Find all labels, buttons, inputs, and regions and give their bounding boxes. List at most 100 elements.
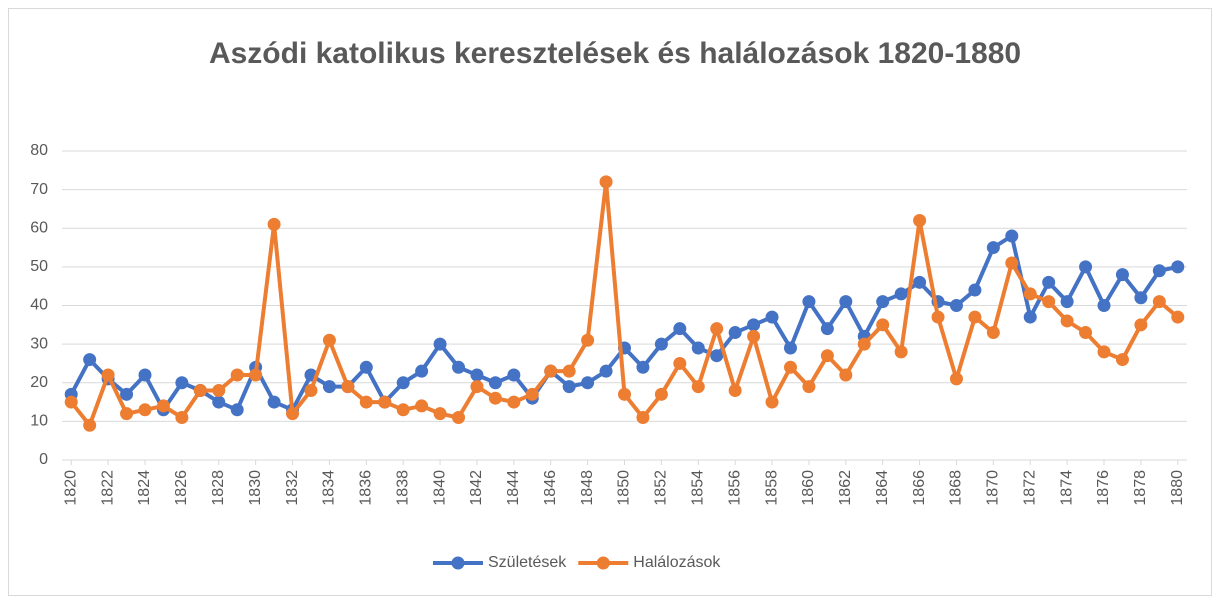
x-tick-label: 1830 [247, 470, 264, 506]
point [1097, 345, 1111, 359]
x-tick-label: 1852 [653, 470, 670, 506]
point [820, 349, 834, 363]
point [1134, 318, 1148, 332]
legend-label: Halálozások [633, 554, 721, 571]
point [599, 175, 613, 189]
point [1042, 295, 1056, 309]
x-tick-label: 1862 [837, 470, 854, 506]
point [728, 326, 742, 340]
point [691, 341, 705, 355]
x-tick-label: 1838 [394, 470, 411, 506]
y-tick-label: 50 [30, 258, 48, 275]
point [710, 349, 724, 363]
y-tick-label: 60 [30, 219, 48, 236]
point [765, 395, 779, 409]
point [507, 368, 521, 382]
point [1023, 310, 1037, 324]
point [820, 322, 834, 336]
y-tick-label: 30 [30, 335, 48, 352]
point [322, 380, 336, 394]
chart-title: Aszódi katolikus keresztelések és halálo… [209, 37, 1021, 70]
point [415, 399, 429, 413]
x-tick-label: 1832 [284, 470, 301, 506]
point [212, 395, 226, 409]
point [1171, 260, 1185, 274]
point [562, 380, 576, 394]
point [433, 337, 447, 351]
point [396, 403, 410, 417]
point [1060, 314, 1074, 328]
point [986, 241, 1000, 255]
point [120, 407, 134, 421]
point [507, 395, 521, 409]
point [949, 372, 963, 386]
point [322, 333, 336, 347]
x-tick-label: 1856 [726, 470, 743, 506]
point [581, 376, 595, 390]
point [581, 333, 595, 347]
y-tick-label: 10 [30, 413, 48, 430]
legend-marker [596, 556, 610, 570]
point [193, 383, 207, 397]
point [765, 310, 779, 324]
x-tick-label: 1878 [1132, 470, 1149, 506]
point [1152, 295, 1166, 309]
point [673, 356, 687, 370]
x-tick-label: 1860 [800, 470, 817, 506]
y-tick-label: 80 [30, 142, 48, 159]
point [212, 383, 226, 397]
x-tick-label: 1868 [948, 470, 965, 506]
point [931, 310, 945, 324]
point [802, 380, 816, 394]
point [488, 376, 502, 390]
x-tick-label: 1876 [1095, 470, 1112, 506]
point [415, 364, 429, 378]
point [802, 295, 816, 309]
point [175, 376, 189, 390]
point [83, 418, 97, 432]
point [470, 368, 484, 382]
point [876, 295, 890, 309]
point [470, 380, 484, 394]
point [599, 364, 613, 378]
point [1152, 264, 1166, 278]
point [673, 322, 687, 336]
point [452, 360, 466, 374]
point [304, 383, 318, 397]
point [913, 275, 927, 289]
point [359, 395, 373, 409]
x-tick-label: 1850 [616, 470, 633, 506]
point [618, 387, 631, 401]
point [1115, 353, 1129, 367]
point [267, 217, 281, 231]
y-tick-label: 40 [30, 297, 48, 314]
point [562, 364, 576, 378]
point [636, 360, 650, 374]
x-tick-label: 1858 [763, 470, 780, 506]
point [1134, 291, 1148, 305]
point [525, 387, 539, 401]
point [1023, 287, 1037, 301]
x-tick-label: 1848 [579, 470, 596, 506]
point [1005, 256, 1019, 270]
x-tick-label: 1880 [1169, 470, 1186, 506]
x-tick-label: 1864 [874, 470, 891, 506]
point [783, 341, 797, 355]
y-tick-label: 70 [30, 181, 48, 198]
legend-marker [451, 556, 465, 570]
y-tick-label: 20 [30, 374, 48, 391]
point [949, 299, 963, 312]
x-tick-label: 1846 [542, 470, 559, 506]
x-tick-label: 1824 [136, 470, 153, 506]
point [1060, 295, 1074, 309]
x-tick-label: 1828 [210, 470, 227, 506]
chart-frame [8, 8, 1212, 596]
x-tick-label: 1872 [1021, 470, 1038, 506]
point [839, 368, 853, 382]
point [230, 403, 244, 417]
point [1005, 229, 1019, 243]
point [341, 380, 355, 394]
point [138, 368, 152, 382]
point [1097, 299, 1111, 312]
point [876, 318, 890, 332]
